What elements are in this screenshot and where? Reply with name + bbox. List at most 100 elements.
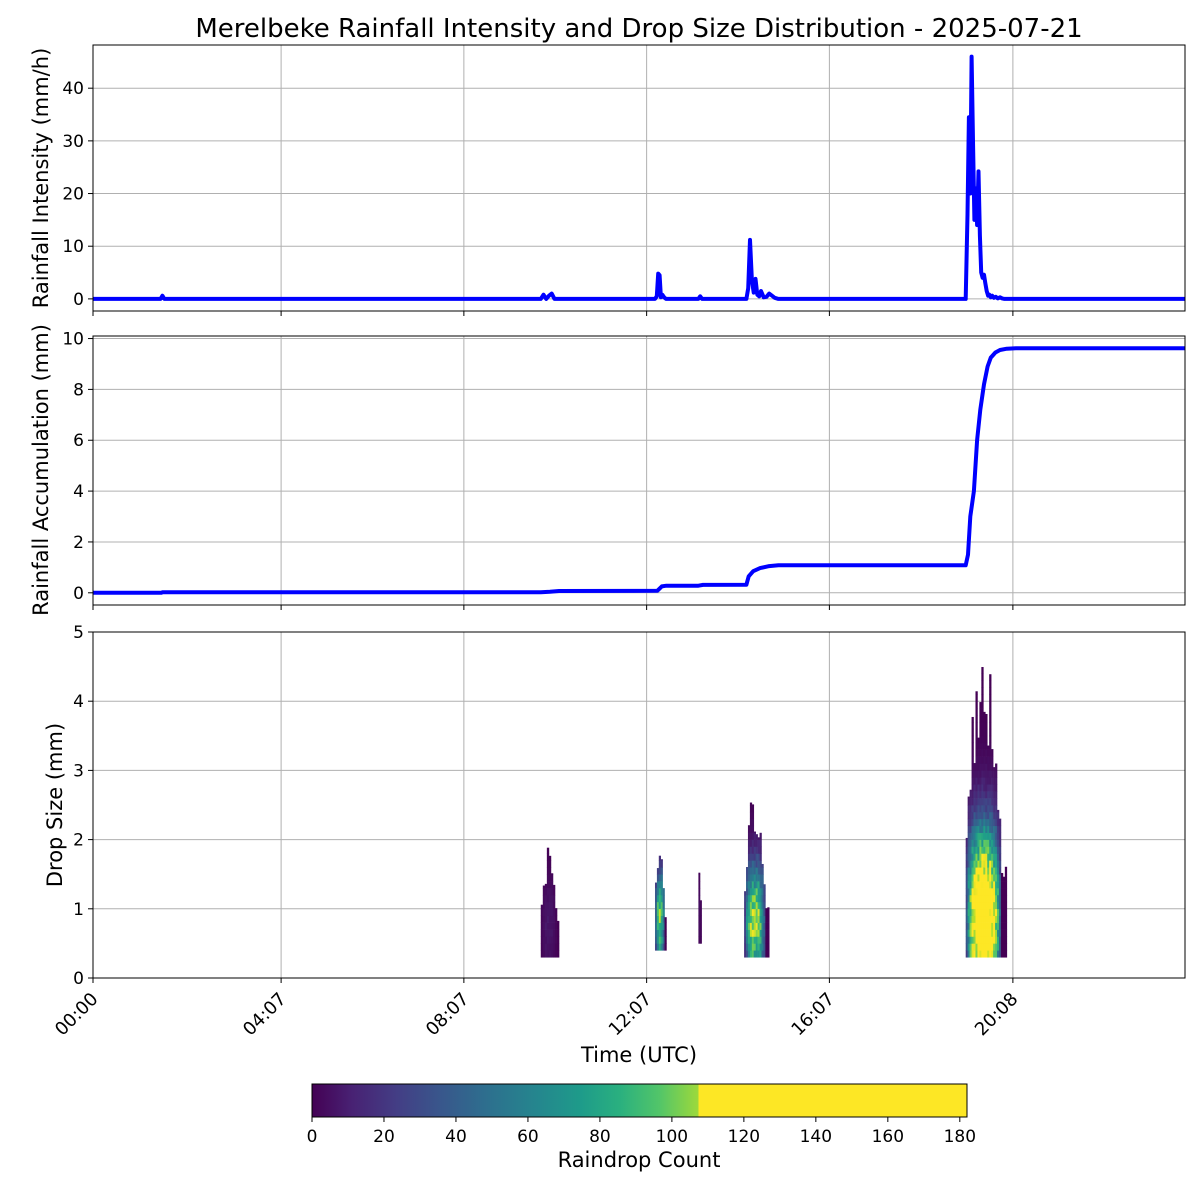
dsd-cell: [989, 680, 992, 688]
dsd-cell: [985, 915, 988, 923]
dsd-cell: [973, 853, 976, 861]
dsd-cell: [967, 901, 970, 910]
dsd-cell: [989, 908, 992, 917]
dsd-cell: [981, 846, 984, 854]
dsd-cell: [979, 936, 982, 944]
dsd-cell: [751, 867, 755, 875]
dsd-cell: [985, 888, 988, 896]
dsd-cell: [991, 749, 994, 750]
dsd-cell: [755, 867, 758, 875]
dsd-cell: [656, 894, 660, 903]
dsd-cell: [698, 929, 701, 937]
dsd-cell: [975, 860, 978, 868]
dsd-cell: [991, 777, 994, 785]
dsd-cell: [985, 805, 988, 813]
dsd-cell: [973, 901, 976, 910]
dsd-cell: [977, 915, 980, 923]
colorbar-tick-label: 0: [307, 1127, 318, 1147]
dsd-cell: [971, 784, 974, 792]
dsd-cell: [660, 943, 663, 951]
dsd-cell: [761, 874, 764, 882]
dsd-cell: [975, 832, 978, 840]
dsd-cell: [546, 929, 550, 937]
dsd-cell: [1004, 915, 1008, 923]
dsd-cell: [1004, 908, 1008, 917]
dsd-cell: [662, 936, 665, 944]
dsd-cell: [746, 922, 749, 930]
dsd-cell: [965, 881, 968, 889]
dsd-cell: [967, 915, 970, 923]
dsd-cell: [979, 950, 982, 958]
dsd-cell: [554, 915, 558, 923]
dsd-cell: [967, 846, 970, 854]
y-tick-label: 10: [62, 330, 84, 350]
dsd-cell: [987, 874, 990, 882]
dsd-cell: [969, 950, 972, 958]
dsd-cell: [965, 901, 968, 910]
dsd-cell: [698, 894, 701, 903]
dsd-cell: [991, 846, 994, 854]
dsd-cell: [755, 950, 758, 958]
dsd-cell: [985, 811, 988, 820]
dsd-cell: [977, 770, 980, 778]
dsd-cell: [975, 691, 978, 695]
dsd-cell: [981, 874, 984, 882]
intensity-grid: [92, 45, 1185, 311]
dsd-cell: [973, 922, 976, 930]
dsd-cell: [983, 908, 986, 917]
dsd-cell: [981, 735, 984, 744]
dsd-cell: [969, 901, 972, 910]
dsd-cell: [542, 915, 546, 923]
dsd-cell: [991, 950, 994, 958]
dsd-cell: [989, 708, 992, 716]
dsd-cell: [1000, 894, 1004, 903]
dsd-cell: [1002, 915, 1006, 923]
dsd-cell: [965, 950, 968, 958]
dsd-cell: [981, 839, 984, 847]
dsd-cell: [975, 825, 978, 833]
dsd-cell: [991, 881, 994, 889]
dsd-cell: [753, 908, 756, 917]
dsd-cell: [763, 950, 766, 958]
y-tick-label: 0: [73, 290, 84, 310]
dsd-cell: [747, 929, 751, 937]
dsd-cell: [548, 936, 552, 944]
dsd-cell: [761, 901, 764, 910]
intensity-panel: 0 10 20 30 40 Rainfall Intensity (mm/h): [29, 44, 1186, 316]
dsd-cell: [664, 917, 667, 923]
dsd-cell: [761, 881, 764, 889]
dsd-cell: [981, 915, 984, 923]
dsd-cell: [989, 825, 992, 833]
dsd-cell: [552, 943, 556, 951]
dsd-cell: [977, 825, 980, 833]
dsd-cell: [1000, 908, 1004, 917]
dsd-cell: [554, 950, 558, 958]
dsd-cell: [987, 853, 990, 861]
dsd-cell: [660, 860, 663, 868]
dsd-cell: [995, 901, 998, 910]
dsd-cell: [554, 929, 558, 937]
dsd-cell: [751, 943, 755, 951]
dsd-cell: [993, 811, 996, 820]
dsd-cell: [997, 908, 1000, 917]
dsd-cell: [759, 881, 762, 889]
dsd-cell: [746, 901, 749, 910]
dsd-cell: [989, 770, 992, 778]
dsd-cell: [995, 805, 998, 813]
dsd-cell: [548, 929, 552, 937]
dsd-cell: [997, 943, 1000, 951]
dsd-cell: [979, 715, 982, 723]
dsd-cell: [989, 721, 992, 730]
dsd-cell: [997, 809, 1000, 813]
dsd-cell: [654, 922, 658, 930]
dsd-cell: [744, 936, 747, 944]
dsd-cell: [546, 943, 550, 951]
dsd-cell: [995, 888, 998, 896]
dsd-cell: [985, 832, 988, 840]
dsd-cell: [973, 846, 976, 854]
dsd-cell: [995, 811, 998, 820]
dsd-cell: [985, 943, 988, 951]
dsd-cell: [987, 888, 990, 896]
dsd-cell: [660, 908, 663, 917]
dsd-cell: [751, 901, 755, 910]
